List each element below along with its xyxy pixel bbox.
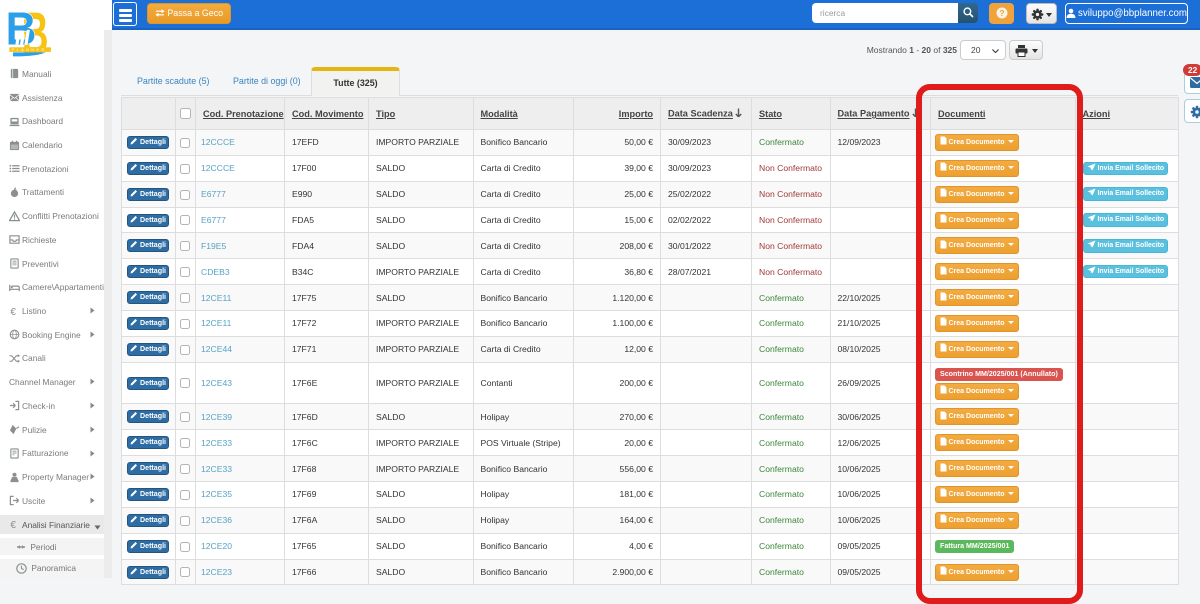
svg-text:B: B [6,4,36,55]
svg-text:?: ? [999,8,1004,18]
svg-text:€: € [10,307,16,317]
svg-text:PLANNER: PLANNER [12,48,47,52]
svg-text:€: € [10,520,16,530]
